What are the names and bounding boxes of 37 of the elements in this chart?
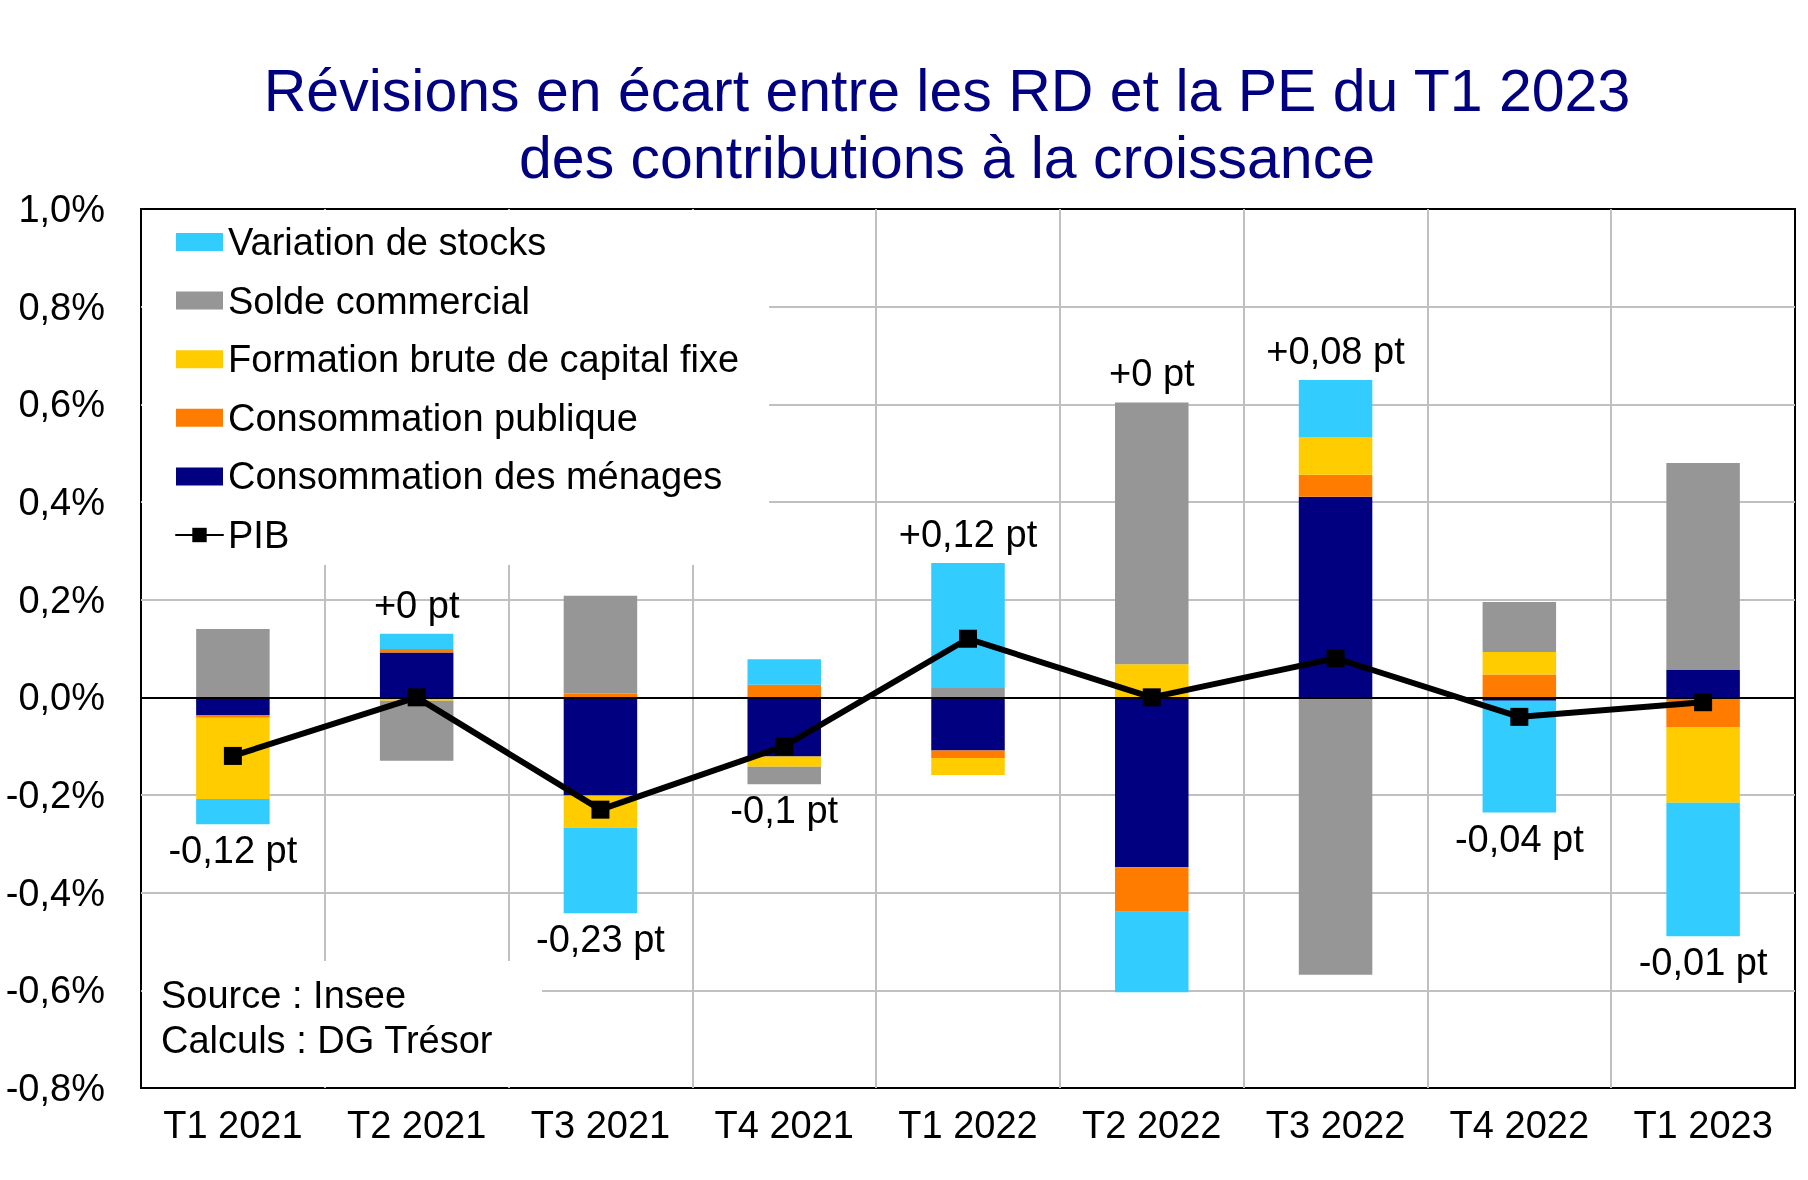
total-label: +0 pt [1108, 352, 1196, 395]
x-tick-label: T4 2021 [714, 1104, 854, 1146]
legend-label: PIB [228, 514, 290, 556]
legend-label: Variation de stocks [228, 221, 547, 263]
total-label: -0,01 pt [1638, 941, 1768, 984]
x-tick-label: T1 2023 [1633, 1104, 1773, 1146]
total-label: +0 pt [373, 583, 460, 626]
total-label: -0,12 pt [168, 829, 298, 872]
y-tick-label: 0,2% [18, 578, 105, 621]
chart-title: Révisions en écart entre les RD et la PE du T1 2023 des contributions à la croissance [263, 57, 1631, 191]
y-tick-label: -0,2% [5, 774, 105, 816]
y-tick-label: -0,8% [5, 1067, 105, 1109]
y-tick-label: 0,6% [18, 383, 105, 426]
x-tick-label: T1 2022 [898, 1104, 1038, 1146]
legend-label: Formation brute de capital fixe [228, 338, 740, 381]
annotation: Source : Insee [161, 973, 407, 1018]
x-tick-label: T4 2022 [1449, 1104, 1590, 1146]
total-label: -0,1 pt [730, 789, 839, 832]
x-tick-label: T3 2022 [1265, 1104, 1406, 1146]
x-tick-label: T2 2021 [346, 1104, 487, 1146]
total-label: +0,12 pt [898, 513, 1038, 556]
legend-label: Consommation publique [228, 396, 638, 439]
x-tick-label: T2 2022 [1082, 1104, 1222, 1146]
annotation: Calculs : DG Trésor [161, 1018, 493, 1063]
x-tick-label: T3 2021 [530, 1104, 671, 1146]
legend-label: Consommation des ménages [228, 455, 723, 498]
legend-label: Solde commercial [228, 279, 530, 322]
y-tick-label: 0,8% [18, 285, 105, 328]
total-label: +0,08 pt [1266, 329, 1406, 372]
x-tick-label: T1 2021 [163, 1104, 303, 1146]
y-tick-label: 0,0% [18, 676, 105, 719]
y-tick-label: 1,0% [18, 188, 105, 230]
y-tick-label: -0,6% [5, 969, 105, 1012]
y-tick-label: -0,4% [5, 871, 105, 914]
total-label: -0,04 pt [1454, 817, 1585, 860]
y-tick-label: 0,4% [18, 481, 105, 523]
total-label: -0,23 pt [536, 918, 666, 961]
